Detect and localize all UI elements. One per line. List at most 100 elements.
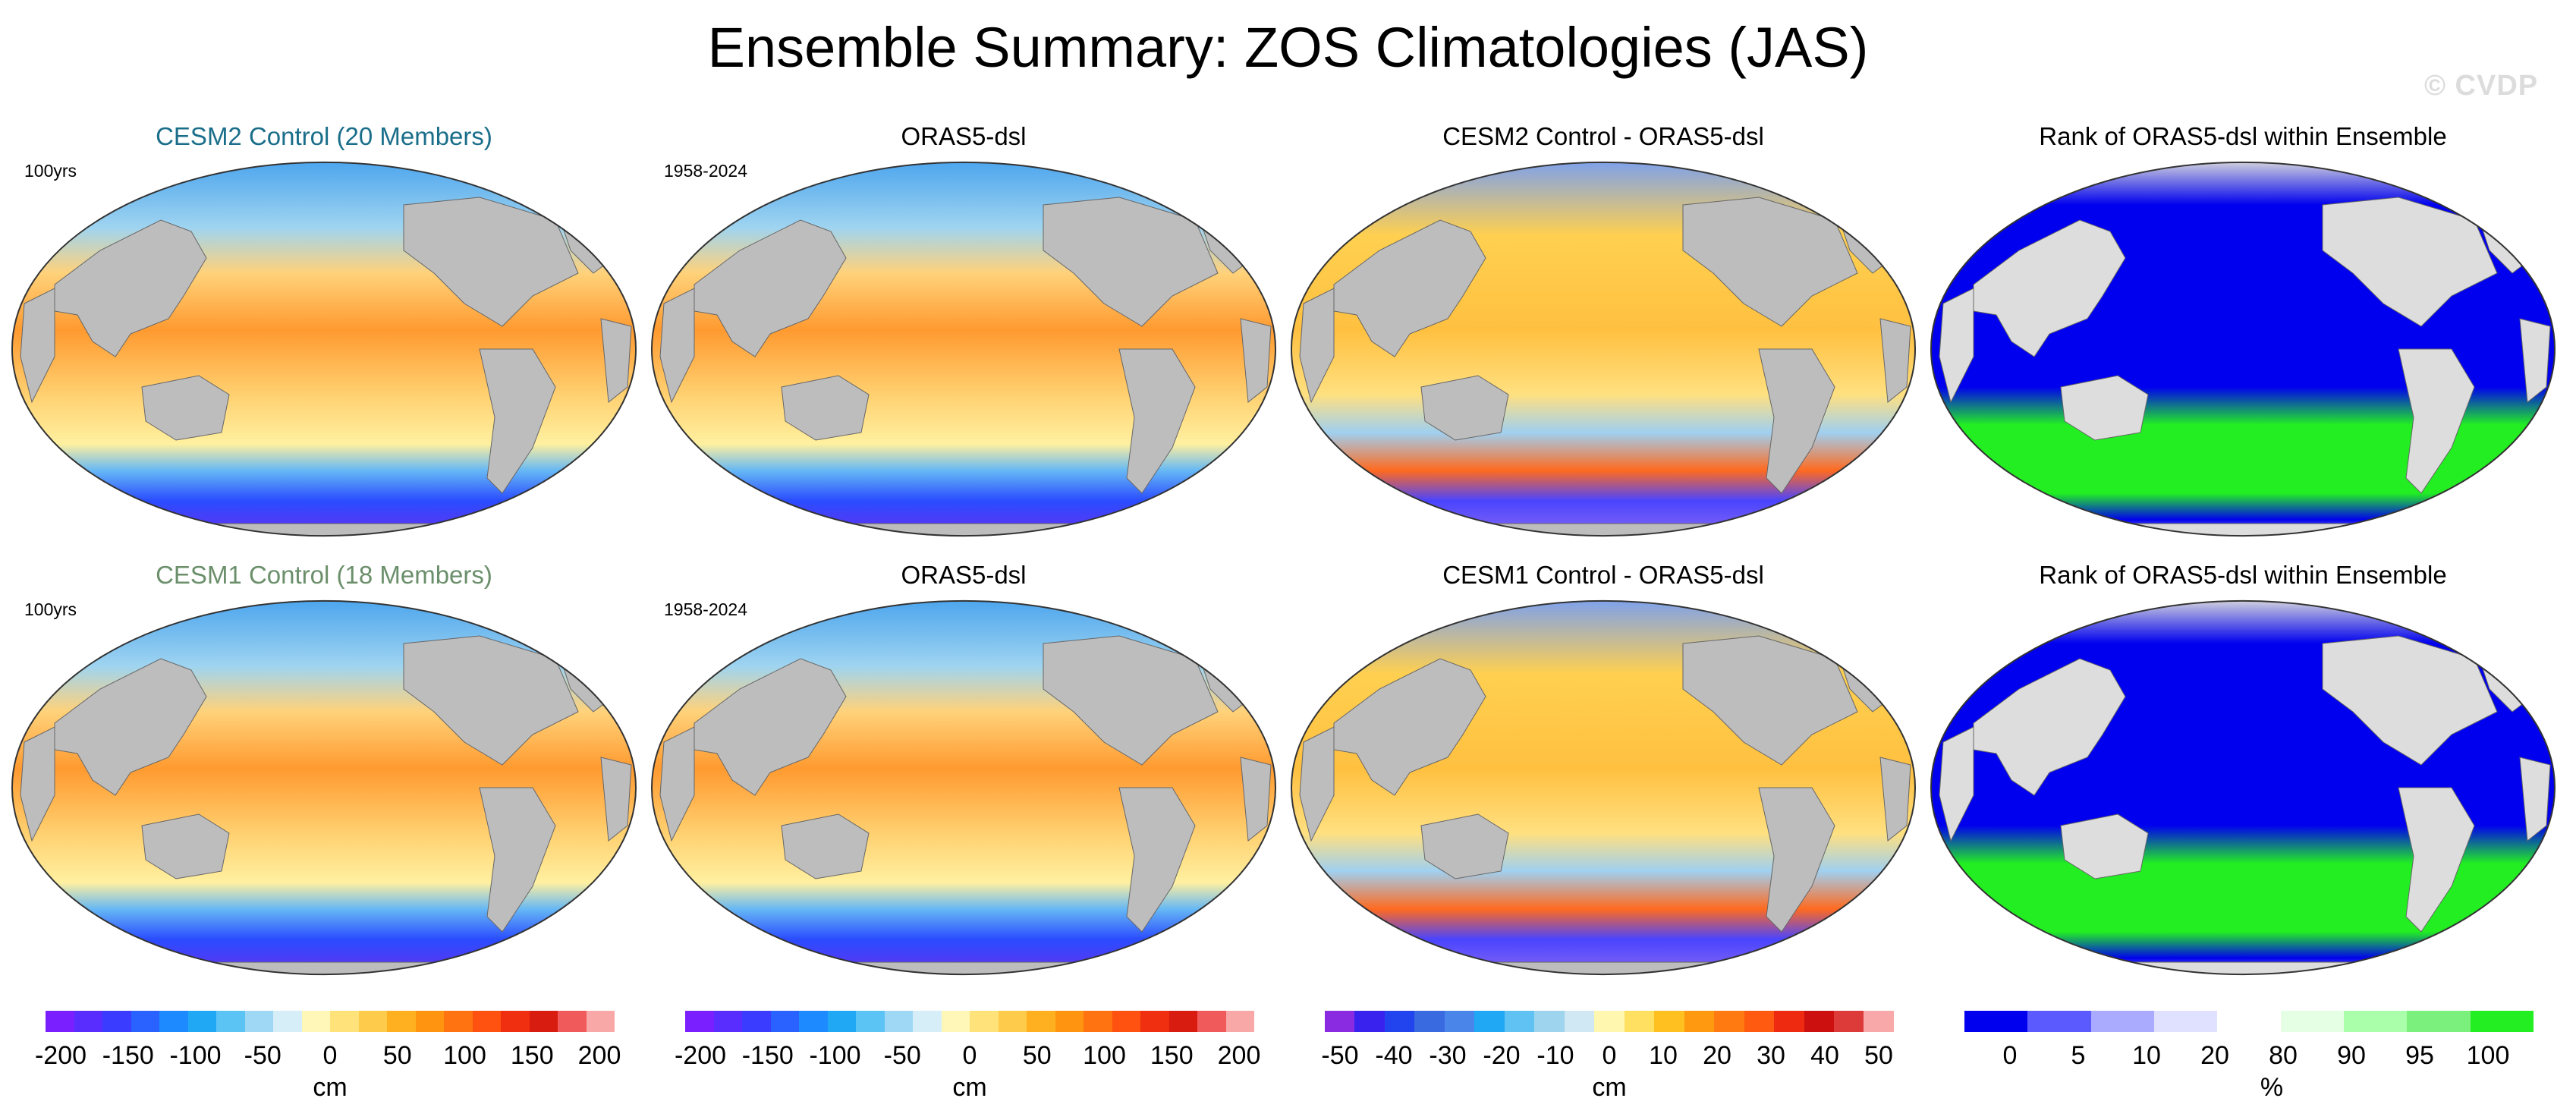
land-mass xyxy=(781,375,870,441)
colorbar-swatch xyxy=(2343,1011,2408,1032)
land-mass xyxy=(2519,757,2551,842)
colorbar-tick-label: 0 xyxy=(322,1041,338,1070)
colorbar-tick-label: 10 xyxy=(1649,1041,1678,1070)
land-mass xyxy=(1420,813,1509,879)
land-mass xyxy=(1682,635,1858,766)
colorbar-tick-label: 200 xyxy=(1217,1041,1261,1070)
colorbar-swatch xyxy=(998,1011,1027,1032)
colorbar-tick-label: 20 xyxy=(2200,1041,2229,1070)
land-mass xyxy=(1240,757,1272,842)
climo-map xyxy=(11,162,637,536)
land-mass xyxy=(600,318,632,403)
colorbar-swatch xyxy=(301,1011,330,1032)
colorbar-tick-label: 10 xyxy=(2132,1041,2161,1070)
land-mass xyxy=(1118,348,1196,494)
colorbar-swatch xyxy=(1112,1011,1140,1032)
colorbar-swatch xyxy=(1504,1011,1535,1032)
land-mass xyxy=(1118,787,1196,933)
colorbar-tick-label: 150 xyxy=(1150,1041,1194,1070)
land-mass xyxy=(1939,288,1974,404)
colorbar-swatch xyxy=(74,1011,102,1032)
land-mass xyxy=(1333,658,1486,796)
colorbar-swatch xyxy=(46,1011,74,1032)
colorbar-tick-label: -40 xyxy=(1375,1041,1413,1070)
colorbar-swatches xyxy=(1325,1011,1894,1032)
colorbar-swatch xyxy=(244,1011,273,1032)
colorbar-unit: % xyxy=(2260,1073,2284,1102)
colorbar-swatch xyxy=(941,1011,970,1032)
colorbar-swatch xyxy=(501,1011,530,1032)
climo-map xyxy=(11,600,637,975)
panel-period: 1958-2024 xyxy=(664,161,747,181)
colorbar-swatch xyxy=(970,1011,999,1032)
colorbar-swatch xyxy=(2470,1011,2534,1032)
colorbar-tick-label: -20 xyxy=(1483,1041,1521,1070)
colorbar-unit: cm xyxy=(952,1073,987,1102)
panel-title: CESM1 Control - ORAS5-dsl xyxy=(1442,561,1764,589)
colorbar-swatch xyxy=(1197,1011,1226,1032)
map-panel: CESM1 Control - ORAS5-dsl xyxy=(1288,560,1918,975)
colorbar-swatch xyxy=(827,1011,856,1032)
map-border xyxy=(1290,600,1917,975)
colorbar-tick-label: 90 xyxy=(2337,1041,2366,1070)
land-mass xyxy=(2060,375,2149,441)
colorbar-tick-label: -50 xyxy=(883,1041,921,1070)
colorbar-swatch xyxy=(1833,1011,1864,1032)
colorbar-swatch xyxy=(1414,1011,1445,1032)
land-mass xyxy=(479,787,556,933)
colorbar-swatch xyxy=(2027,1011,2091,1032)
land-mass xyxy=(1682,197,1858,327)
land-mass xyxy=(694,658,847,796)
colorbar-tick-label: -30 xyxy=(1429,1041,1467,1070)
colorbar-tick-label: 80 xyxy=(2269,1041,2298,1070)
land-mass xyxy=(1240,318,1272,403)
colorbar: 0 5 10 20 80 90 95 100% xyxy=(1964,1011,2541,1117)
map-border xyxy=(11,600,637,975)
land-mass xyxy=(20,726,55,842)
panel-period: 100yrs xyxy=(24,599,77,619)
land-mass xyxy=(781,813,870,879)
colorbar-unit: cm xyxy=(1592,1073,1627,1102)
colorbar-swatches xyxy=(1964,1011,2534,1032)
colorbar-tick-label: 30 xyxy=(1757,1041,1785,1070)
colorbar-swatch xyxy=(1564,1011,1595,1032)
colorbar-swatch xyxy=(1744,1011,1775,1032)
colorbar-swatch xyxy=(330,1011,359,1032)
colorbar-swatch xyxy=(216,1011,245,1032)
colorbar-swatch xyxy=(131,1011,159,1032)
colorbar-swatch xyxy=(770,1011,799,1032)
colorbar-swatch xyxy=(529,1011,558,1032)
colorbar-tick-label: 5 xyxy=(2071,1041,2086,1070)
colorbar-swatch xyxy=(799,1011,828,1032)
rank-map xyxy=(1930,162,2556,536)
colorbar-swatch xyxy=(685,1011,714,1032)
panel-title: CESM1 Control (18 Members) xyxy=(156,561,492,589)
colorbar-tick-label: -50 xyxy=(244,1041,282,1070)
panel-title: CESM2 Control - ORAS5-dsl xyxy=(1442,122,1764,150)
colorbar-swatch xyxy=(2217,1011,2281,1032)
land-mass xyxy=(1299,288,1335,404)
colorbar-swatch xyxy=(1534,1011,1565,1032)
colorbar-swatch xyxy=(1594,1011,1625,1032)
colorbar-tick-label: -10 xyxy=(1536,1041,1574,1070)
colorbar-swatch xyxy=(1084,1011,1112,1032)
land-mass xyxy=(1879,318,1911,403)
colorbar-swatch xyxy=(1474,1011,1505,1032)
colorbar-swatch xyxy=(1654,1011,1684,1032)
colorbar-swatch xyxy=(1027,1011,1055,1032)
colorbar-tick-label: 50 xyxy=(1864,1041,1893,1070)
land-mass xyxy=(1879,757,1911,842)
land-mass xyxy=(2322,635,2498,766)
panel-title: ORAS5-dsl xyxy=(901,561,1027,589)
colorbar-swatch xyxy=(1325,1011,1355,1032)
colorbar-tick-label: 0 xyxy=(1602,1041,1617,1070)
land-mass xyxy=(479,348,556,494)
colorbar-swatch xyxy=(1804,1011,1834,1032)
land-mass xyxy=(2322,197,2498,327)
colorbar-swatch xyxy=(884,1011,913,1032)
map-panel: ORAS5-dsl 1958-2024 xyxy=(649,560,1279,975)
colorbar-swatch xyxy=(1140,1011,1169,1032)
colorbar-tick-label: -50 xyxy=(1321,1041,1359,1070)
land-mass xyxy=(2398,787,2475,933)
map-panel: CESM2 Control - ORAS5-dsl xyxy=(1288,121,1918,536)
